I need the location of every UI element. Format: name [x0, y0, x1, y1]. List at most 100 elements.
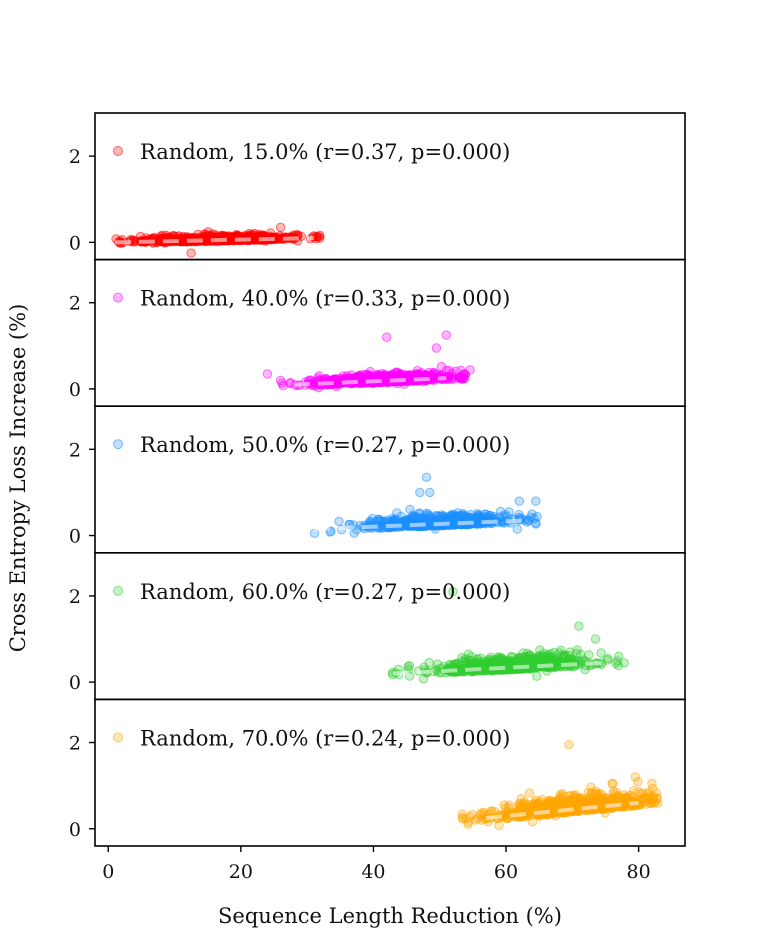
data-point	[532, 671, 542, 681]
outlier-point	[590, 634, 601, 644]
legend-label: Random, 50.0% (r=0.27, p=0.000)	[140, 433, 510, 457]
regression-line	[114, 236, 314, 245]
data-point	[310, 381, 320, 391]
y-tick-label: 0	[69, 379, 81, 401]
x-tick-label: 40	[361, 861, 385, 883]
data-point	[277, 378, 287, 388]
regression-line	[393, 660, 606, 676]
data-point	[453, 508, 463, 518]
data-point	[580, 664, 590, 675]
outlier-point	[630, 772, 640, 782]
data-point	[591, 794, 601, 804]
x-tick-label: 0	[102, 861, 114, 883]
outlier-point	[607, 778, 617, 789]
regression-line	[313, 518, 526, 532]
y-tick-label: 2	[69, 733, 81, 755]
panel-3: 0 2 Random, 50.0% (r=0.27, p=0.000)	[69, 405, 686, 554]
outlier-point	[275, 222, 286, 233]
outlier-point	[415, 487, 425, 498]
data-point	[457, 374, 467, 384]
data-point	[504, 662, 514, 673]
data-point	[551, 811, 561, 821]
data-point	[405, 504, 415, 515]
data-point	[285, 378, 296, 388]
legend-marker	[113, 732, 123, 743]
data-point	[334, 516, 344, 527]
data-point	[465, 812, 475, 822]
x-tick-label: 80	[627, 861, 651, 883]
data-point	[457, 812, 468, 823]
data-point	[531, 519, 541, 529]
panel-5: 0 2 Random, 70.0% (r=0.24, p=0.000)	[69, 698, 686, 847]
y-tick-label: 2	[69, 439, 81, 461]
data-point	[647, 794, 657, 804]
outlier-point	[441, 330, 451, 340]
data-point	[527, 509, 537, 519]
data-point	[532, 511, 542, 522]
data-point	[542, 666, 552, 676]
x-tick-label: 60	[494, 861, 518, 883]
data-point	[512, 524, 522, 534]
y-tick-label: 2	[69, 146, 81, 168]
data-point	[451, 366, 461, 376]
data-point	[473, 515, 484, 525]
data-point	[156, 231, 166, 242]
y-tick-label: 2	[69, 293, 81, 315]
outlier-point	[186, 248, 196, 258]
data-point	[613, 660, 624, 671]
panel-4: 0 2 Random, 60.0% (r=0.27, p=0.000)	[69, 551, 686, 701]
data-point	[331, 374, 341, 384]
legend-marker	[113, 292, 123, 303]
data-point	[392, 508, 402, 518]
data-point	[349, 528, 359, 538]
y-tick-label: 0	[69, 232, 81, 254]
data-point	[463, 649, 474, 659]
x-tick-label: 20	[229, 861, 253, 883]
outlier-point	[425, 487, 435, 498]
panel-frame	[94, 698, 686, 847]
panels: 0 2 Random, 15.0% (r=0.37, p=0.000) 0 2 Rando…	[69, 112, 686, 847]
outlier-point	[531, 496, 541, 506]
data-point	[331, 381, 342, 392]
legend-label: Random, 70.0% (r=0.24, p=0.000)	[140, 726, 510, 750]
outlier-point	[382, 332, 392, 342]
data-point	[418, 674, 429, 684]
outlier-point	[614, 651, 624, 661]
data-point	[449, 659, 460, 670]
outlier-point	[448, 586, 458, 597]
data-point	[476, 653, 486, 663]
panel-2: 0 2 Random, 40.0% (r=0.33, p=0.000)	[69, 258, 686, 408]
x-axis: 0 20 40 60 80	[102, 846, 651, 883]
y-tick-label: 0	[69, 526, 81, 548]
y-tick-label: 2	[69, 586, 81, 608]
legend-marker	[113, 439, 123, 450]
outlier-point	[647, 778, 657, 789]
data-point	[465, 365, 475, 375]
data-point	[503, 802, 514, 812]
legend-marker	[113, 585, 123, 596]
y-tick-label: 0	[69, 819, 81, 841]
data-point	[527, 817, 538, 827]
data-point	[633, 787, 644, 797]
outlier-point	[431, 343, 442, 353]
legend-label: Random, 40.0% (r=0.33, p=0.000)	[140, 287, 510, 311]
outlier-point	[514, 496, 524, 506]
data-point	[494, 820, 504, 831]
data-point	[600, 808, 610, 818]
y-axis-label: Cross Entropy Loss Increase (%)	[6, 304, 30, 653]
data-point	[458, 373, 468, 383]
data-point	[376, 516, 386, 526]
x-axis-label: Sequence Length Reduction (%)	[218, 904, 562, 928]
outlier-point	[574, 621, 584, 631]
data-point	[603, 653, 613, 664]
y-tick-label: 0	[69, 672, 81, 694]
legend-label: Random, 60.0% (r=0.27, p=0.000)	[140, 580, 510, 604]
legend-label: Random, 15.0% (r=0.37, p=0.000)	[140, 140, 510, 164]
data-point	[572, 645, 582, 655]
data-point	[596, 648, 606, 658]
data-point	[524, 788, 535, 798]
outlier-point	[262, 369, 273, 379]
data-point	[633, 777, 643, 787]
data-point	[486, 658, 496, 668]
